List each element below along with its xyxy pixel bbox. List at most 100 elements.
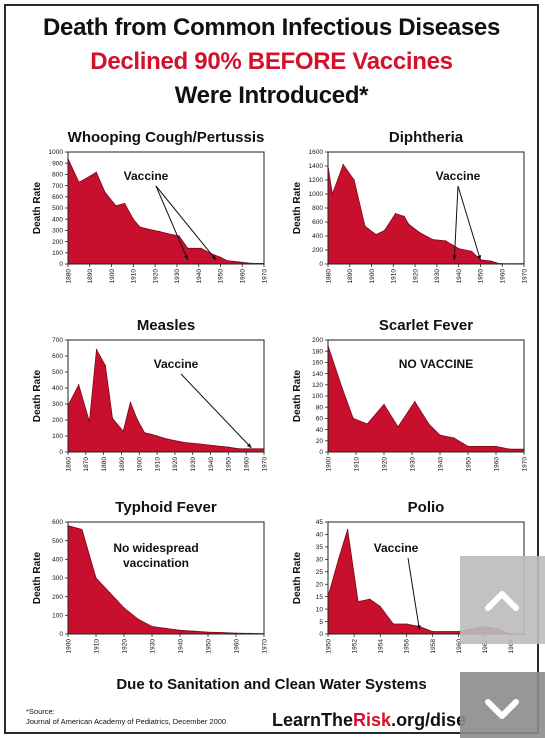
url-part-3: .org/dise xyxy=(391,710,467,730)
x-tick-label: 1930 xyxy=(409,457,416,472)
y-tick-label: 1600 xyxy=(309,149,324,156)
annotation-label: No widespread xyxy=(113,541,198,555)
x-tick-label: 1920 xyxy=(121,639,128,654)
y-tick-label: 1400 xyxy=(309,163,324,170)
chart-title: Scarlet Fever xyxy=(379,317,473,334)
x-tick-label: 1950 xyxy=(226,457,233,472)
data-point xyxy=(445,630,447,633)
y-tick-label: 45 xyxy=(316,519,324,526)
arrowhead-icon xyxy=(184,255,188,260)
headline-line-2: Declined 90% BEFORE Vaccines xyxy=(90,48,453,75)
x-tick-label: 1920 xyxy=(381,457,388,472)
headline-line-3: Were Introduced* xyxy=(174,82,369,109)
data-point xyxy=(132,218,134,220)
data-point xyxy=(178,235,180,237)
annotation-label: NO VACCINE xyxy=(399,357,473,371)
data-point xyxy=(357,601,359,603)
vaccine-arrow xyxy=(453,185,459,261)
x-tick-label: 1940 xyxy=(437,457,444,472)
y-tick-label: 300 xyxy=(52,228,63,235)
data-point xyxy=(88,421,90,423)
x-tick-label: 1900 xyxy=(369,269,376,284)
y-tick-label: 1000 xyxy=(309,191,324,198)
x-tick-label: 1950 xyxy=(478,269,485,284)
y-tick-label: 35 xyxy=(316,544,324,551)
data-point xyxy=(431,238,434,241)
y-tick-label: 600 xyxy=(52,353,63,360)
data-point xyxy=(200,247,202,249)
y-axis-label: Death Rate xyxy=(292,181,303,234)
y-tick-label: 200 xyxy=(312,337,323,344)
x-tick-label: 1930 xyxy=(174,269,181,284)
data-point xyxy=(151,625,153,628)
data-point xyxy=(246,262,248,264)
data-point xyxy=(383,403,385,405)
scroll-down-button[interactable] xyxy=(460,672,545,738)
data-point xyxy=(144,432,146,434)
data-point xyxy=(193,630,195,632)
chart-diphtheria: Diphtheria Death Rate 0 200 400 600 800 1000 120… xyxy=(292,129,528,284)
y-tick-label: 100 xyxy=(312,393,323,400)
x-tick-label: 1950 xyxy=(218,269,225,284)
data-point xyxy=(167,233,169,235)
data-point xyxy=(221,631,223,634)
data-point xyxy=(428,423,430,425)
y-tick-label: 100 xyxy=(52,433,63,440)
data-point xyxy=(151,433,153,435)
x-tick-label: 1940 xyxy=(196,269,203,284)
y-tick-label: 100 xyxy=(52,613,63,620)
data-point xyxy=(156,435,158,437)
data-point xyxy=(81,528,83,531)
x-tick-label: 1950 xyxy=(325,639,332,654)
x-tick-label: 1970 xyxy=(261,639,268,654)
chart-title: Measles xyxy=(137,317,195,334)
x-tick-label: 1870 xyxy=(83,457,90,472)
y-tick-label: 600 xyxy=(52,194,63,201)
infographic-frame: Death from Common Infectious Diseases De… xyxy=(4,4,539,734)
x-tick-label: 1950 xyxy=(465,457,472,472)
x-tick-label: 1890 xyxy=(347,269,354,284)
annotation-label: Vaccine xyxy=(154,357,199,371)
vaccine-arrow xyxy=(180,373,252,449)
url-part-2: Risk xyxy=(353,710,392,730)
data-point xyxy=(431,630,434,633)
y-tick-label: 500 xyxy=(52,538,63,545)
y-tick-label: 700 xyxy=(52,183,63,190)
x-tick-label: 1960 xyxy=(493,457,500,472)
data-point xyxy=(392,623,394,625)
arrowhead-icon xyxy=(416,625,421,630)
data-point xyxy=(158,230,161,233)
y-tick-label: 200 xyxy=(312,247,323,254)
data-point xyxy=(418,231,421,234)
y-tick-label: 400 xyxy=(52,557,63,564)
x-tick-label: 1920 xyxy=(172,457,179,472)
y-tick-label: 80 xyxy=(316,404,324,411)
y-tick-label: 20 xyxy=(316,581,324,588)
data-point xyxy=(199,443,201,445)
chevron-down-icon xyxy=(485,699,519,719)
y-tick-label: 500 xyxy=(52,205,63,212)
x-tick-label: 1940 xyxy=(208,457,215,472)
headline-line-1: Death from Common Infectious Diseases xyxy=(42,14,500,41)
data-area xyxy=(327,163,525,265)
source-label: *Source: xyxy=(26,707,55,716)
scroll-up-button[interactable] xyxy=(460,556,545,644)
y-tick-label: 180 xyxy=(312,348,323,355)
x-tick-label: 1930 xyxy=(149,639,156,654)
data-point xyxy=(353,179,355,181)
data-point xyxy=(331,193,333,195)
data-point xyxy=(375,234,377,236)
data-point xyxy=(111,417,114,419)
vaccine-arrow xyxy=(155,185,189,261)
y-tick-label: 200 xyxy=(52,417,63,424)
x-tick-label: 1958 xyxy=(430,639,437,654)
y-tick-label: 0 xyxy=(319,449,323,456)
chart-polio: Polio Death Rate 0 5 10 15 20 25 30 35 40 45 1950 195… xyxy=(292,499,525,654)
y-tick-label: 900 xyxy=(52,160,63,167)
x-tick-label: 1962 xyxy=(482,639,489,654)
data-point xyxy=(95,349,98,351)
website-url[interactable]: LearnTheRisk.org/dise xyxy=(272,710,466,731)
x-tick-label: 1960 xyxy=(243,457,250,472)
y-tick-label: 0 xyxy=(319,261,323,268)
data-point xyxy=(414,401,416,403)
